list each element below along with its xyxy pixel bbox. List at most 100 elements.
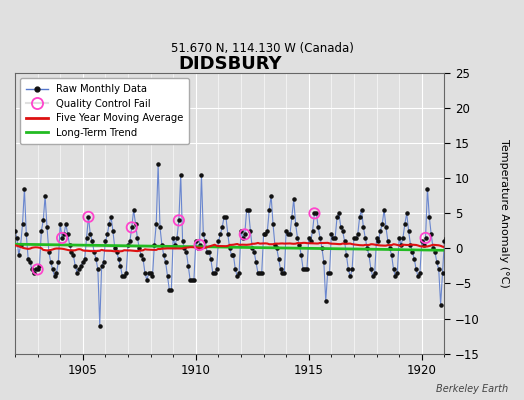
Point — [378, 221, 386, 227]
Point — [28, 266, 36, 273]
Title: DIDSBURY: DIDSBURY — [178, 55, 281, 73]
Point — [203, 249, 211, 255]
Point — [195, 242, 204, 248]
Point — [393, 270, 401, 276]
Point — [15, 252, 23, 259]
Point — [416, 270, 424, 276]
Point — [214, 238, 223, 245]
Point — [395, 235, 403, 241]
Point — [107, 214, 115, 220]
Point — [41, 193, 49, 199]
Point — [425, 214, 433, 220]
Point — [301, 266, 309, 273]
Point — [389, 266, 398, 273]
Point — [169, 235, 178, 241]
Point — [237, 228, 245, 234]
Point — [156, 224, 164, 230]
Point — [433, 259, 441, 266]
Point — [244, 207, 253, 213]
Point — [405, 228, 413, 234]
Point — [299, 266, 308, 273]
Point — [402, 210, 411, 216]
Point — [239, 235, 247, 241]
Point — [374, 238, 383, 245]
Point — [333, 214, 341, 220]
Point — [336, 224, 345, 230]
Point — [256, 270, 264, 276]
Point — [43, 224, 51, 230]
Point — [90, 249, 99, 255]
Point — [34, 266, 42, 273]
Point — [31, 266, 40, 273]
Point — [406, 242, 414, 248]
Point — [461, 273, 470, 280]
Point — [81, 256, 89, 262]
Point — [145, 270, 153, 276]
Point — [16, 242, 25, 248]
Point — [127, 224, 136, 230]
Point — [34, 266, 42, 273]
Point — [209, 270, 217, 276]
Point — [67, 249, 75, 255]
Point — [133, 235, 141, 241]
Point — [429, 245, 438, 252]
Point — [263, 228, 271, 234]
Point — [412, 266, 420, 273]
Point — [69, 252, 78, 259]
Point — [167, 287, 176, 294]
Point — [233, 273, 242, 280]
Point — [325, 270, 334, 276]
Point — [37, 228, 46, 234]
Point — [254, 270, 262, 276]
Point — [95, 322, 104, 329]
Point — [367, 266, 375, 273]
Point — [276, 266, 285, 273]
Point — [66, 242, 74, 248]
Point — [365, 252, 373, 259]
Point — [54, 259, 62, 266]
Point — [339, 228, 347, 234]
Point — [47, 259, 55, 266]
Point — [452, 249, 460, 255]
Point — [227, 252, 236, 259]
Point — [100, 259, 108, 266]
Point — [453, 252, 462, 259]
Point — [290, 196, 298, 202]
Point — [280, 270, 289, 276]
Point — [312, 210, 321, 216]
Text: 51.670 N, 114.130 W (Canada): 51.670 N, 114.130 W (Canada) — [171, 42, 353, 55]
Point — [73, 270, 81, 276]
Point — [92, 256, 100, 262]
Point — [105, 221, 113, 227]
Point — [359, 224, 368, 230]
Point — [314, 224, 322, 230]
Point — [88, 238, 96, 245]
Point — [118, 273, 126, 280]
Point — [180, 245, 189, 252]
Point — [26, 259, 34, 266]
Point — [307, 238, 315, 245]
Point — [342, 252, 351, 259]
Point — [158, 242, 166, 248]
Point — [24, 256, 32, 262]
Point — [346, 273, 354, 280]
Point — [368, 273, 377, 280]
Point — [205, 249, 213, 255]
Point — [186, 277, 194, 283]
Point — [114, 256, 123, 262]
Point — [391, 273, 400, 280]
Point — [348, 266, 356, 273]
Point — [380, 207, 388, 213]
Point — [77, 263, 85, 269]
Point — [248, 245, 256, 252]
Point — [225, 245, 234, 252]
Point — [132, 221, 140, 227]
Point — [265, 207, 274, 213]
Point — [192, 238, 200, 245]
Point — [235, 270, 243, 276]
Point — [39, 217, 48, 224]
Point — [206, 256, 215, 262]
Point — [58, 235, 66, 241]
Point — [257, 270, 266, 276]
Point — [420, 242, 428, 248]
